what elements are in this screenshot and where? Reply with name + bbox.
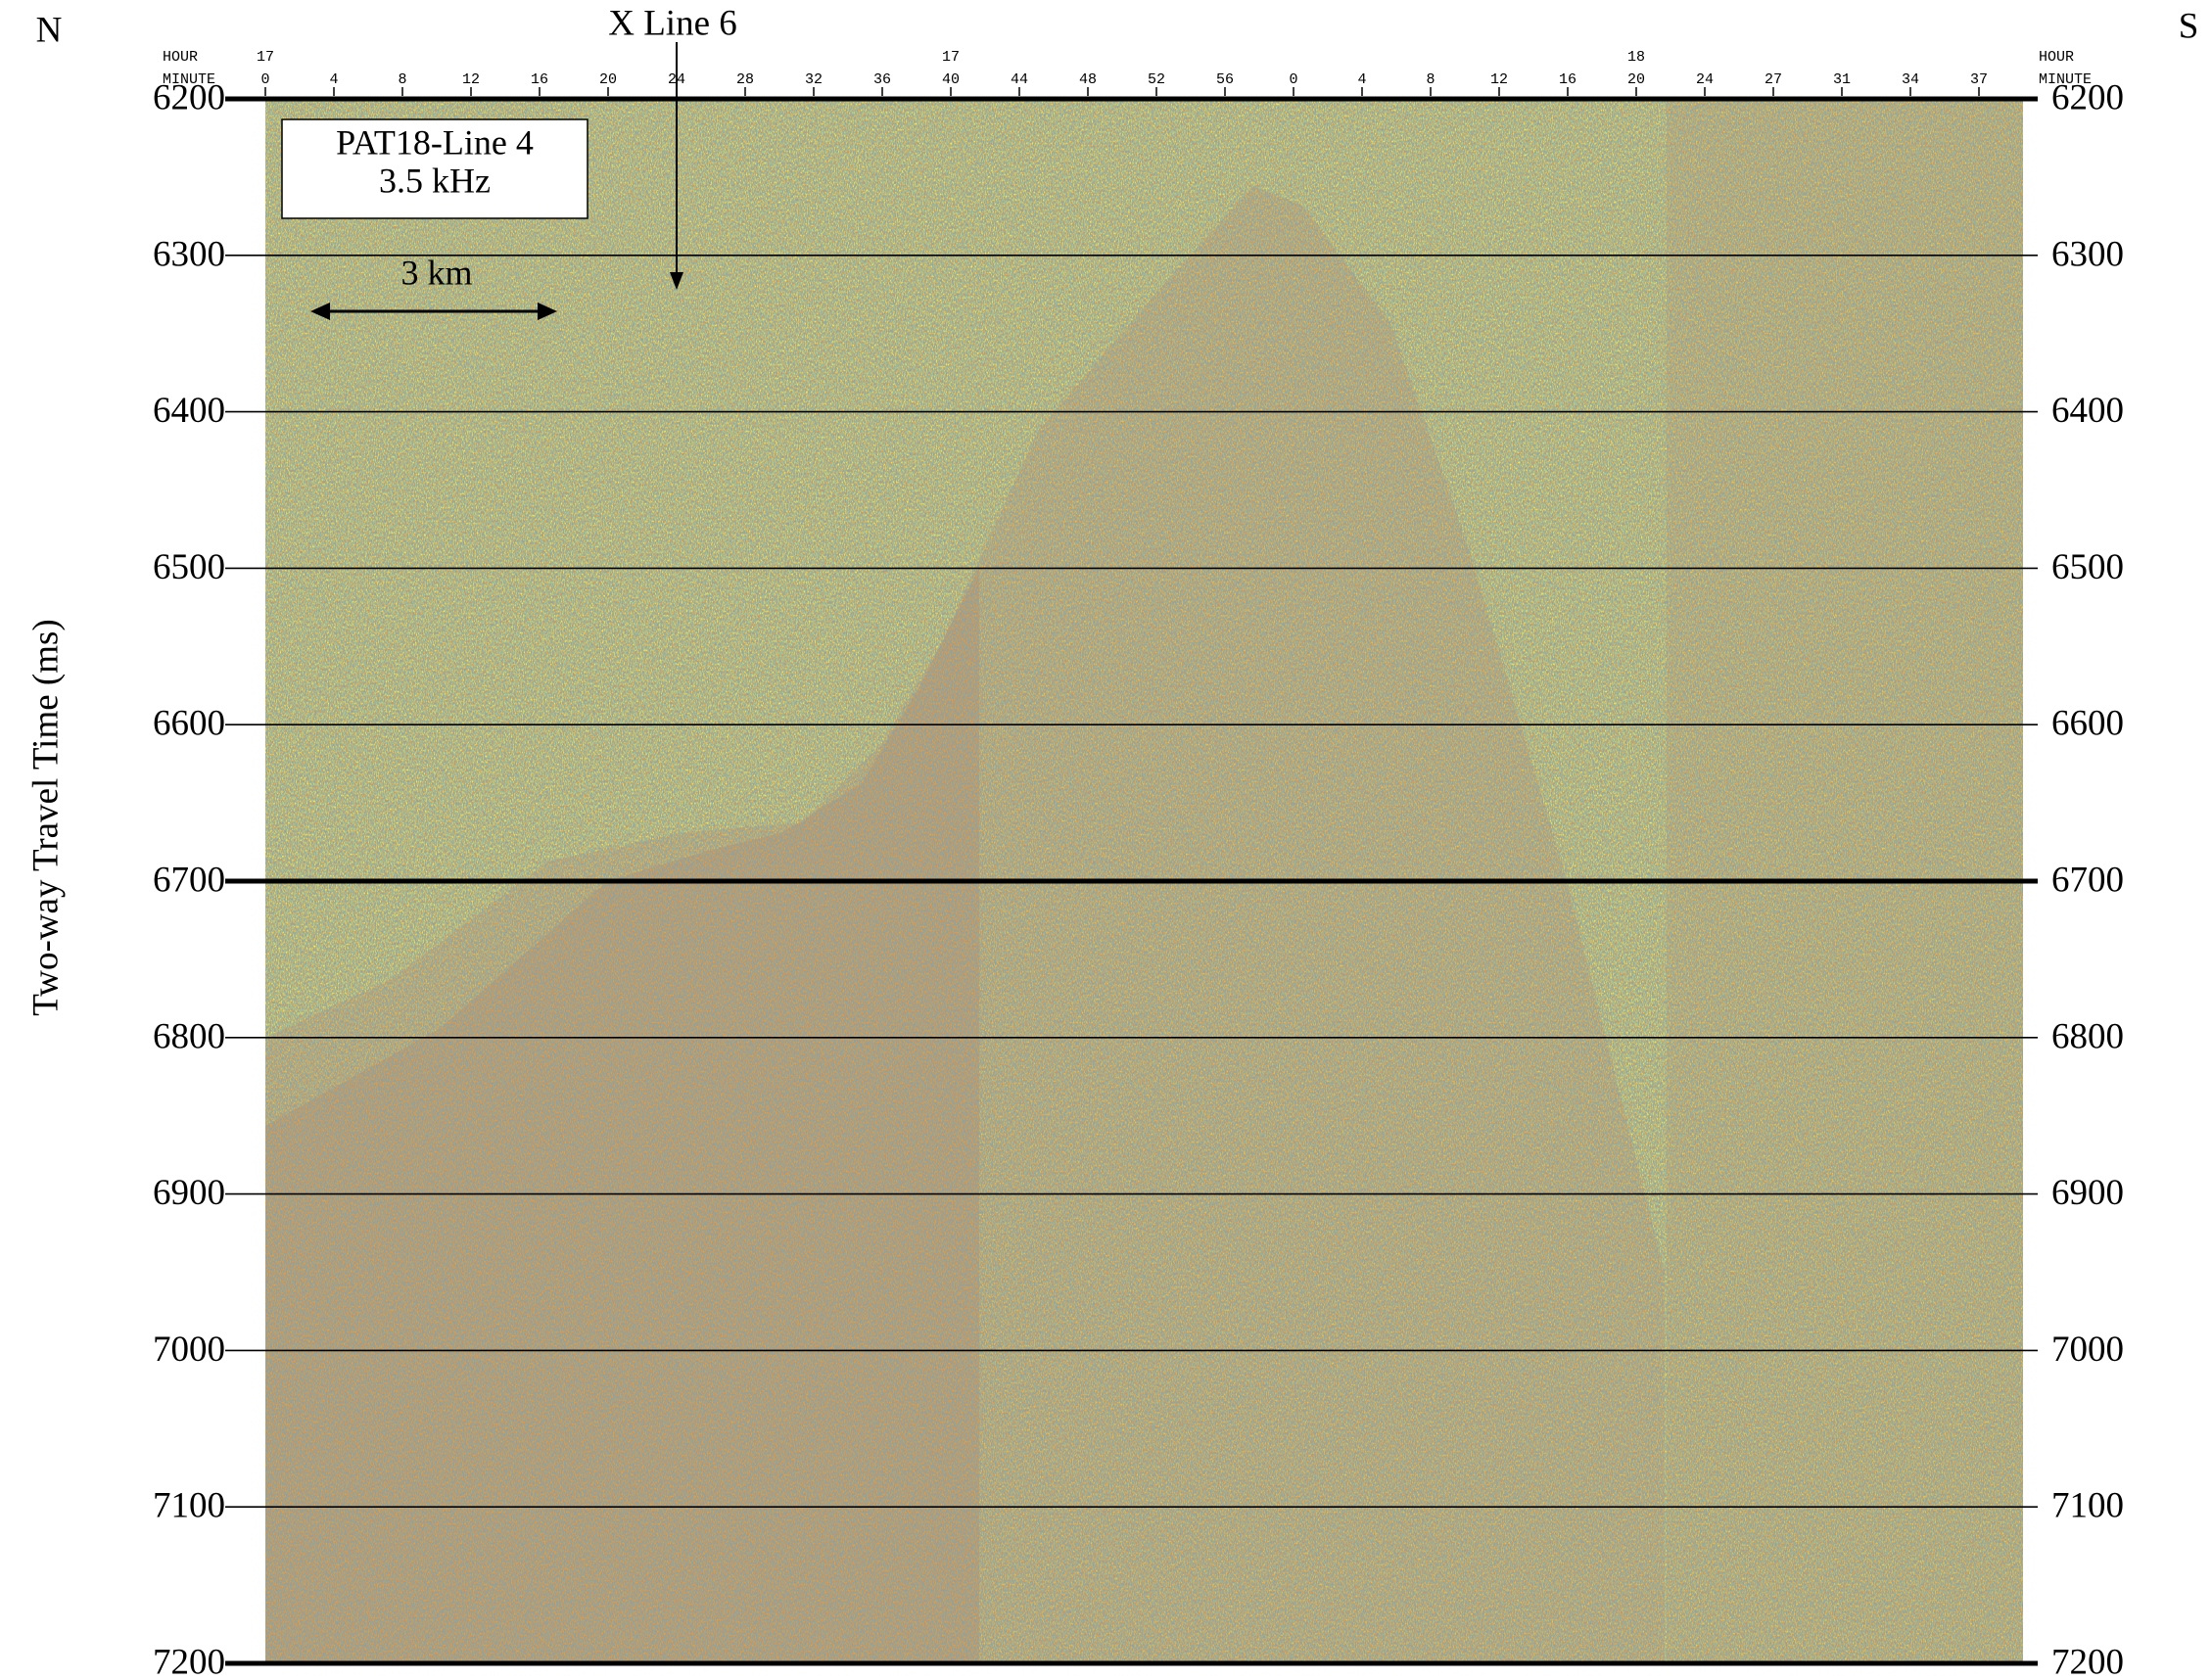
y-tick-label: 6500: [153, 547, 225, 587]
y-tick-label-right: 7000: [2051, 1330, 2124, 1370]
y-tick-label-right: 7100: [2051, 1486, 2124, 1526]
y-tick-label: 6900: [153, 1173, 225, 1213]
minute-label: 8: [398, 71, 406, 88]
y-tick-label-right: 7200: [2051, 1642, 2124, 1680]
box-line: 3.5 kHz: [379, 161, 491, 200]
minute-label: 56: [1216, 71, 1234, 88]
minute-label: 36: [873, 71, 891, 88]
arrow-head: [310, 303, 330, 320]
minute-label: 24: [1696, 71, 1714, 88]
minute-label: 20: [1627, 71, 1645, 88]
minute-label: 4: [1357, 71, 1366, 88]
minute-label: 16: [1559, 71, 1577, 88]
y-tick-label: 7000: [153, 1330, 225, 1370]
y-tick-label-right: 6500: [2051, 547, 2124, 587]
chart-title: X Line 6: [608, 3, 737, 43]
y-tick-label-right: 6700: [2051, 860, 2124, 900]
minute-caption: MINUTE: [163, 71, 215, 88]
minute-label: 44: [1011, 71, 1028, 88]
minute-label: 27: [1765, 71, 1782, 88]
y-tick-label: 6600: [153, 704, 225, 744]
arrow-head: [670, 272, 683, 290]
hour-label: 17: [257, 49, 274, 66]
minute-label: 20: [599, 71, 617, 88]
hour-caption: HOUR: [163, 49, 198, 66]
y-tick-label: 6300: [153, 234, 225, 274]
arrow-head: [538, 303, 557, 320]
y-tick-label-right: 6900: [2051, 1173, 2124, 1213]
minute-label: 48: [1079, 71, 1097, 88]
y-tick-label: 7100: [153, 1486, 225, 1526]
minute-label: 34: [1902, 71, 1919, 88]
minute-label: 31: [1833, 71, 1851, 88]
hour-label: 18: [1627, 49, 1645, 66]
y-tick-label-right: 6800: [2051, 1016, 2124, 1056]
direction-left: N: [36, 10, 63, 50]
minute-label: 4: [329, 71, 338, 88]
box-line: PAT18-Line 4: [336, 122, 534, 162]
minute-label: 28: [736, 71, 754, 88]
minute-label: 12: [462, 71, 480, 88]
minute-label: 37: [1970, 71, 1988, 88]
direction-right: S: [2179, 6, 2199, 46]
minute-label: 16: [531, 71, 548, 88]
y-tick-label-right: 6200: [2051, 77, 2124, 117]
y-axis-label: Two-way Travel Time (ms): [25, 619, 66, 1015]
minute-label: 12: [1490, 71, 1508, 88]
y-tick-label-right: 6600: [2051, 704, 2124, 744]
minute-label: 24: [668, 71, 685, 88]
y-tick-label-right: 6400: [2051, 391, 2124, 431]
minute-label: 8: [1426, 71, 1435, 88]
hour-caption: HOUR: [2039, 49, 2074, 66]
minute-label: 0: [1289, 71, 1297, 88]
y-tick-label: 7200: [153, 1642, 225, 1680]
minute-label: 52: [1148, 71, 1165, 88]
minute-label: 32: [805, 71, 823, 88]
y-tick-label: 6200: [153, 77, 225, 117]
minute-label: 0: [260, 71, 269, 88]
y-tick-label-right: 6300: [2051, 234, 2124, 274]
y-tick-label: 6700: [153, 860, 225, 900]
minute-label: 40: [942, 71, 960, 88]
y-tick-label: 6400: [153, 391, 225, 431]
y-tick-label: 6800: [153, 1016, 225, 1056]
scale-bar-label: 3 km: [400, 253, 472, 292]
label-box: [281, 118, 588, 219]
hour-label: 17: [942, 49, 960, 66]
minute-caption: MINUTE: [2039, 71, 2092, 88]
